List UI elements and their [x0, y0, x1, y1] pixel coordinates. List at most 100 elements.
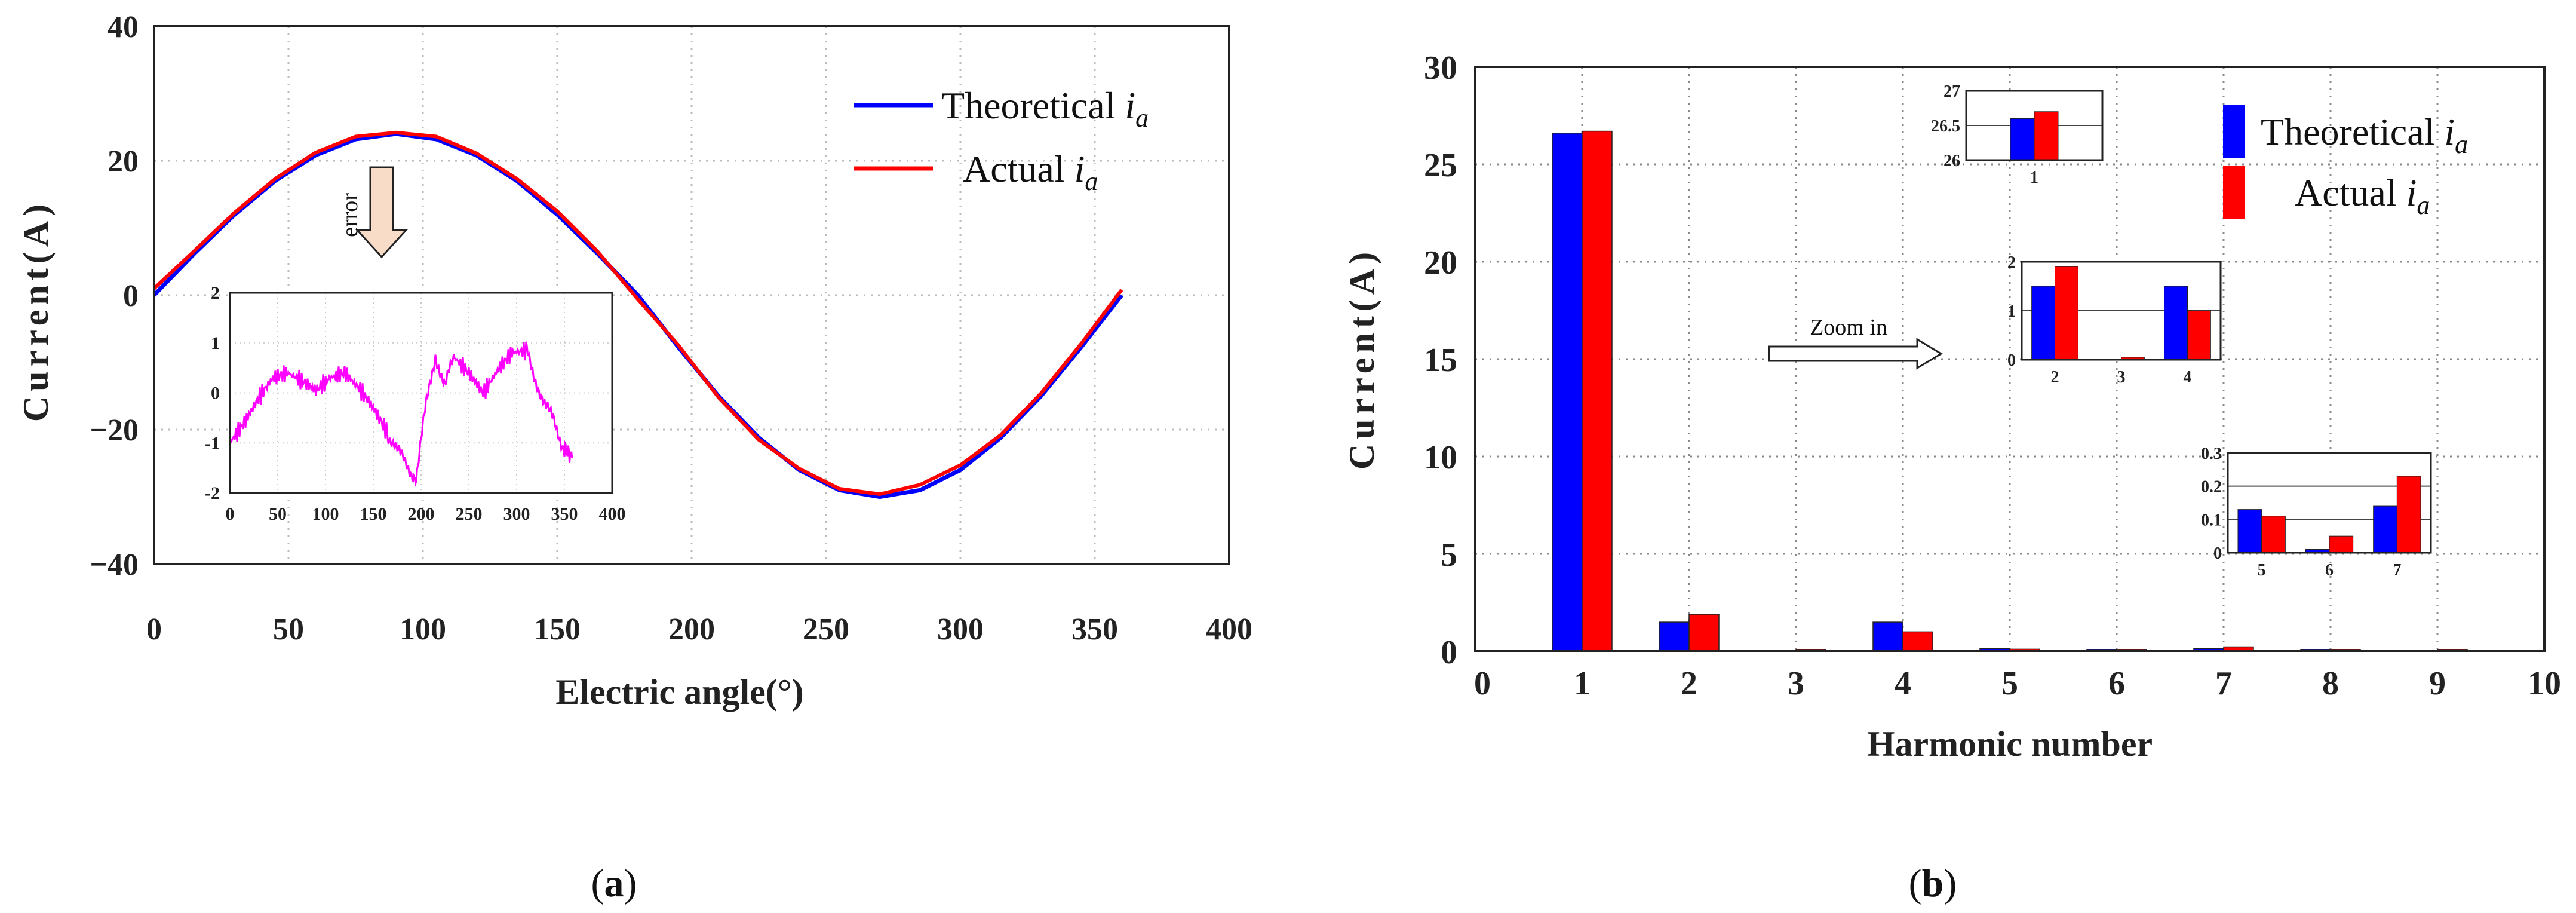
inset-y-tick-label: 0	[211, 384, 220, 403]
error-arrow-icon	[355, 166, 409, 259]
y-tick-label: 10	[1424, 439, 1457, 476]
series-line-actual	[154, 130, 1123, 496]
panel-a-letter: a	[604, 862, 624, 905]
inset-frame	[2021, 261, 2222, 361]
panel-b-label: (b)	[1909, 862, 1957, 905]
inset-frame	[2227, 452, 2432, 554]
x-axis-label: Harmonic number	[1867, 724, 2153, 764]
y-tick-label: 40	[108, 10, 139, 44]
y-tick-label: 5	[1441, 537, 1457, 574]
inset-x-tick-label: 4	[2184, 368, 2192, 387]
zoom-in-annotation: Zoom in	[1810, 315, 1887, 340]
legend-label-actual: Actual ia	[963, 148, 1098, 196]
inset-x-tick-label: 200	[408, 504, 435, 524]
x-tick-label: 6	[2108, 665, 2125, 702]
legend-label-theoretical: Theoretical ia	[941, 84, 1149, 133]
x-tick-label: 10	[2528, 665, 2561, 702]
y-tick-label: 15	[1424, 342, 1457, 379]
inset-y-tick-label: 2	[2007, 253, 2016, 272]
x-tick-label: 0	[1474, 665, 1491, 702]
panel-b-letter: b	[1922, 862, 1944, 905]
inset-x-tick-label: 100	[312, 504, 339, 524]
inset-x-tick-label: 300	[503, 504, 530, 524]
bar-actual-h1	[1582, 130, 1613, 652]
x-tick-label: 3	[1788, 665, 1804, 702]
bar-theoretical-h2	[1659, 621, 1690, 652]
legend-swatch-theoretical	[2223, 105, 2245, 158]
inset-x-tick-label: 2	[2051, 368, 2059, 387]
inset-y-tick-label: 2	[211, 283, 220, 303]
legend-label-actual: Actual ia	[2295, 171, 2430, 220]
y-tick-label: 20	[108, 145, 139, 179]
svg-text:(a): (a)	[591, 862, 637, 905]
x-tick-label: 350	[1071, 612, 1118, 647]
inset-bar-theoretical-7	[2373, 505, 2397, 553]
x-tick-label: 0	[146, 612, 162, 647]
error-annotation: error	[337, 193, 363, 237]
inset-y-tick-label: 26	[1943, 152, 1960, 170]
inset-y-tick-label: 0	[2007, 351, 2016, 370]
inset-x-tick-label: 7	[2393, 561, 2401, 580]
inset-frame	[229, 292, 613, 494]
inset-x-tick-label: 400	[599, 504, 626, 524]
inset-x-tick-label: 5	[2258, 561, 2266, 580]
x-tick-label: 9	[2429, 665, 2446, 702]
inset-x-tick-label: 150	[360, 504, 387, 524]
inset-y-tick-label: 0.3	[2201, 445, 2222, 463]
inset-bar-actual-6	[2329, 535, 2354, 553]
inset-x-tick-label: 50	[269, 504, 287, 524]
panel-a-label: (a)	[591, 862, 637, 905]
y-tick-label: 30	[1424, 50, 1457, 87]
x-tick-label: 400	[1206, 612, 1252, 647]
series-line-theoretical	[154, 131, 1123, 499]
x-tick-label: 100	[400, 612, 446, 647]
svg-text:(b): (b)	[1909, 862, 1957, 905]
inset-x-tick-label: 250	[456, 504, 483, 524]
x-axis-label: Electric angle(°)	[555, 672, 804, 712]
inset-bar-actual-7	[2396, 476, 2421, 553]
y-tick-label: 0	[1441, 634, 1457, 671]
x-tick-label: 50	[273, 612, 304, 647]
bar-actual-h2	[1688, 614, 1720, 652]
y-axis-label: Current(A)	[1342, 247, 1381, 470]
inset-y-tick-label: 27	[1943, 82, 1960, 101]
x-tick-label: 1	[1574, 665, 1591, 702]
x-tick-label: 2	[1681, 665, 1697, 702]
bar-actual-h4	[1902, 631, 1933, 652]
inset-bar-actual-5	[2261, 516, 2286, 553]
zoom-arrow-icon	[1768, 338, 1943, 370]
inset-y-tick-label: 1	[211, 333, 220, 353]
inset-bar-theoretical-1	[2010, 118, 2035, 161]
y-tick-label: 25	[1424, 147, 1457, 184]
bar-theoretical-h4	[1872, 621, 1903, 652]
inset-x-tick-label: 350	[551, 504, 578, 524]
inset-frame	[1965, 90, 2104, 161]
x-tick-label: 8	[2322, 665, 2339, 702]
y-tick-label: 20	[1424, 244, 1457, 281]
inset-bar-actual-1	[2034, 111, 2059, 161]
x-tick-label: 250	[803, 612, 849, 647]
inset-x-tick-label: 0	[226, 504, 235, 524]
panel-a-chart: 0 50 100 150 200 250 300 350 40040200−20−40Elect…	[16, 10, 1252, 712]
y-tick-label: −20	[90, 413, 139, 448]
x-tick-label: 4	[1895, 665, 1911, 702]
y-axis-label: Current(A)	[16, 200, 56, 422]
plot-frame	[1474, 66, 2546, 652]
y-tick-label: 0	[123, 279, 139, 313]
inset-x-tick-label: 1	[2030, 168, 2038, 187]
inset-x-tick-label: 3	[2117, 368, 2126, 387]
inset-error-line	[230, 341, 573, 487]
inset-bar-theoretical-4	[2164, 286, 2188, 360]
plot-frame	[153, 25, 1230, 565]
x-tick-label: 300	[937, 612, 984, 647]
x-tick-label: 200	[668, 612, 715, 647]
inset-y-tick-label: 0.1	[2201, 511, 2222, 529]
x-tick-label: 5	[2001, 665, 2018, 702]
inset-y-tick-label: 0	[2213, 544, 2222, 563]
legend-swatch-actual	[2223, 166, 2245, 219]
inset-y-tick-label: -2	[205, 483, 220, 503]
inset-y-tick-label: 0.2	[2201, 478, 2222, 497]
x-tick-label: 150	[534, 612, 581, 647]
